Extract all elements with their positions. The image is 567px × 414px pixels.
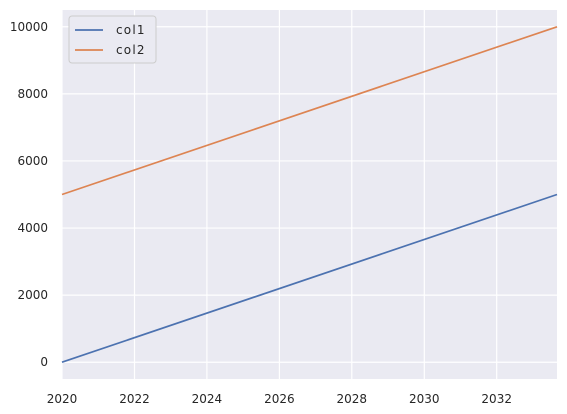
x-tick-label: 2020 <box>47 392 78 406</box>
x-tick-label: 2026 <box>264 392 295 406</box>
y-tick-label: 6000 <box>17 154 48 168</box>
y-tick-label: 4000 <box>17 221 48 235</box>
series-line-col2 <box>61 25 558 196</box>
legend-label: col2 <box>116 43 146 57</box>
x-tick-label: 2030 <box>409 392 440 406</box>
series-lines <box>61 25 558 364</box>
legend: col1 col2 <box>68 15 157 64</box>
y-tick-label: 8000 <box>17 87 48 101</box>
y-tick-label: 0 <box>40 355 48 369</box>
legend-label: col1 <box>116 23 146 37</box>
x-tick-label: 2024 <box>192 392 223 406</box>
series-line-col1 <box>61 193 558 364</box>
x-tick-label: 2032 <box>481 392 512 406</box>
y-tick-labels: 0 2000 4000 6000 8000 10000 <box>10 20 48 369</box>
plot-area <box>62 10 557 379</box>
y-tick-label: 10000 <box>10 20 48 34</box>
x-tick-label: 2022 <box>119 392 150 406</box>
y-tick-label: 2000 <box>17 288 48 302</box>
x-tick-labels: 2020 2022 2024 2026 2028 2030 2032 <box>47 392 512 406</box>
x-tick-label: 2028 <box>337 392 368 406</box>
legend-box <box>68 15 157 64</box>
